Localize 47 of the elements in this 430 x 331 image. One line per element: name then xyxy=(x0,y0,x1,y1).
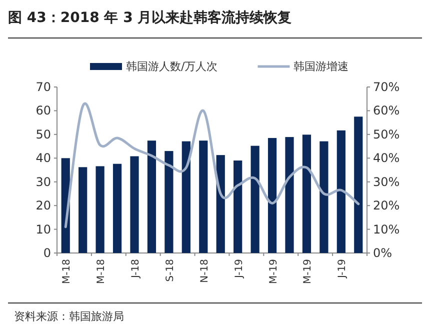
x-tick-label: M-18 xyxy=(96,259,108,284)
y2-tick-label: 20% xyxy=(373,198,400,213)
y-tick-label: 20 xyxy=(36,198,51,213)
line-series xyxy=(64,104,360,228)
bar xyxy=(268,138,277,253)
x-tick-label: M-19 xyxy=(302,259,314,284)
y-tick-label: 0 xyxy=(43,246,51,260)
x-tick-label: J-19 xyxy=(337,259,348,279)
y2-tick-label: 40% xyxy=(373,151,400,166)
bar xyxy=(147,140,156,253)
bar xyxy=(164,151,174,253)
bar xyxy=(216,155,225,253)
bar xyxy=(354,116,363,253)
x-tick-label: M-19 xyxy=(268,259,280,284)
bar xyxy=(78,167,88,253)
bar xyxy=(302,134,312,253)
x-tick-label: M-18 xyxy=(62,259,73,284)
bar xyxy=(336,130,346,253)
y-tick-label: 30 xyxy=(36,174,51,189)
x-tick-label: J-19 xyxy=(234,259,245,279)
y2-tick-label: 10% xyxy=(373,222,400,236)
y2-tick-label: 50% xyxy=(373,127,400,142)
y-tick-label: 60 xyxy=(36,104,51,118)
bar xyxy=(112,164,122,253)
y-tick-label: 10 xyxy=(36,222,51,236)
bar xyxy=(250,146,260,253)
bar xyxy=(130,156,139,253)
x-tick-label: N-18 xyxy=(199,259,210,283)
y2-tick-label: 0% xyxy=(373,246,392,260)
y-tick-label: 70 xyxy=(36,80,51,94)
text: 资料来源：韩国旅游局 xyxy=(14,310,124,323)
y2-tick-label: 60% xyxy=(373,104,400,118)
y2-tick-label: 30% xyxy=(373,174,400,189)
bar xyxy=(199,140,208,253)
x-tick-label: S-18 xyxy=(164,259,176,282)
legend-label: 韩国游增速 xyxy=(294,60,349,73)
bar xyxy=(320,141,328,253)
bar xyxy=(285,137,294,253)
bar xyxy=(182,141,190,253)
chart-title: 图 43：2018 年 3 月以来赴韩客流持续恢复 xyxy=(8,9,292,26)
legend-label: 韩国游人数/万人次 xyxy=(126,60,218,73)
x-tick-label: J-18 xyxy=(130,259,142,279)
bar xyxy=(96,166,104,253)
bar xyxy=(234,160,242,253)
y2-tick-label: 70% xyxy=(373,80,400,94)
y-tick-label: 50 xyxy=(36,127,51,142)
y-tick-label: 40 xyxy=(36,151,51,166)
